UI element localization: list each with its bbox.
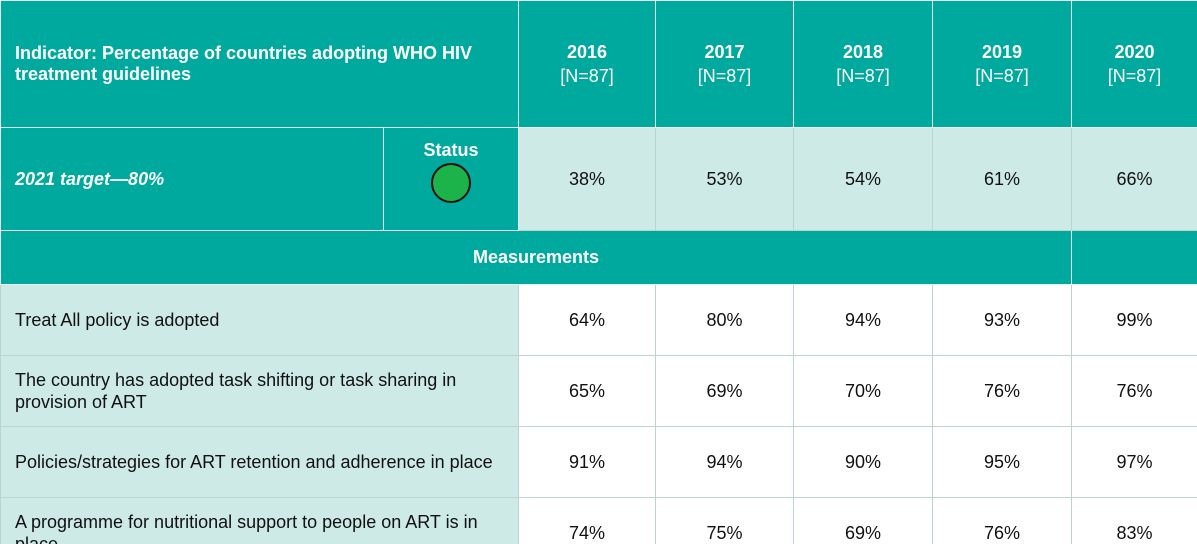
year-cell: 2017 [N=87]: [655, 0, 795, 128]
measurement-value: 76%: [932, 355, 1073, 427]
measurement-value: 83%: [1071, 497, 1197, 544]
target-value: 66%: [1071, 127, 1197, 231]
measurement-value: 97%: [1071, 426, 1197, 498]
empty-cell: [1071, 230, 1197, 285]
target-value: 61%: [932, 127, 1073, 231]
measurement-row: The country has adopted task shifting or…: [0, 355, 1197, 427]
year-cell: 2020 [N=87]: [1071, 0, 1197, 128]
year-n: [N=87]: [697, 66, 752, 86]
measurement-value: 74%: [518, 497, 657, 544]
measurement-value: 99%: [1071, 284, 1197, 356]
measurements-cell: Measurements: [0, 230, 1073, 285]
year-cell: 2018 [N=87]: [793, 0, 934, 128]
measurement-value: 76%: [932, 497, 1073, 544]
indicator-cell: Indicator: Percentage of countries adopt…: [0, 0, 520, 128]
year: 2016: [566, 42, 608, 62]
status-cell: Status: [382, 127, 520, 231]
target-label: 2021 target—80%: [15, 168, 165, 189]
measurement-value: 69%: [655, 355, 795, 427]
measurement-row: Treat All policy is adopted 64% 80% 94% 93% 9…: [0, 284, 1197, 356]
measurement-value: 76%: [1071, 355, 1197, 427]
measurements-row: Measurements: [0, 230, 1197, 285]
year-n: [N=87]: [975, 66, 1029, 86]
measurement-value: 90%: [793, 426, 934, 498]
measurement-value: 70%: [793, 355, 934, 427]
status-label: Status: [423, 140, 479, 160]
year: 2020: [1114, 42, 1155, 62]
target-value: 53%: [655, 127, 795, 231]
target-value: 54%: [793, 127, 934, 231]
year: 2017: [704, 42, 745, 62]
year: 2019: [981, 42, 1023, 62]
measurement-value: 94%: [793, 284, 934, 356]
year-cell: 2019 [N=87]: [932, 0, 1073, 128]
measurement-value: 80%: [655, 284, 795, 356]
measurement-value: 75%: [655, 497, 795, 544]
year-n: [N=87]: [836, 66, 890, 86]
measurement-value: 95%: [932, 426, 1073, 498]
measurement-row: A programme for nutritional support to p…: [0, 497, 1197, 544]
status-indicator: [431, 163, 471, 203]
measurement-value: 65%: [518, 355, 657, 427]
measurement-label: Policies/strategies for ART retention an…: [0, 426, 520, 498]
measurement-value: 94%: [655, 426, 795, 498]
target-cell: 2021 target—80%: [0, 127, 384, 231]
year-n: [N=87]: [560, 66, 614, 86]
measurements-title: Measurements: [472, 247, 600, 267]
indicator: Indicator: Percentage of countries adopt…: [15, 43, 473, 84]
target-row: 2021 target—80% Status 38% 53% 54% 61% 66%: [0, 127, 1197, 231]
measurement-row: Policies/strategies for ART retention an…: [0, 426, 1197, 498]
header-row: Indicator: Percentage of countries adopt…: [0, 0, 1197, 128]
year-n: [N=87]: [1107, 66, 1162, 86]
year: 2018: [842, 42, 884, 62]
measurement-value: 69%: [793, 497, 934, 544]
target-value: 38%: [518, 127, 657, 231]
measurement-value: 93%: [932, 284, 1073, 356]
year-cell: 2016 [N=87]: [518, 0, 657, 128]
measurement-label: A programme for nutritional support to p…: [0, 497, 520, 544]
measurement-value: 64%: [518, 284, 657, 356]
measurement-label: Treat All policy is adopted: [0, 284, 520, 356]
measurement-value: 91%: [518, 426, 657, 498]
measurement-label: The country has adopted task shifting or…: [0, 355, 520, 427]
